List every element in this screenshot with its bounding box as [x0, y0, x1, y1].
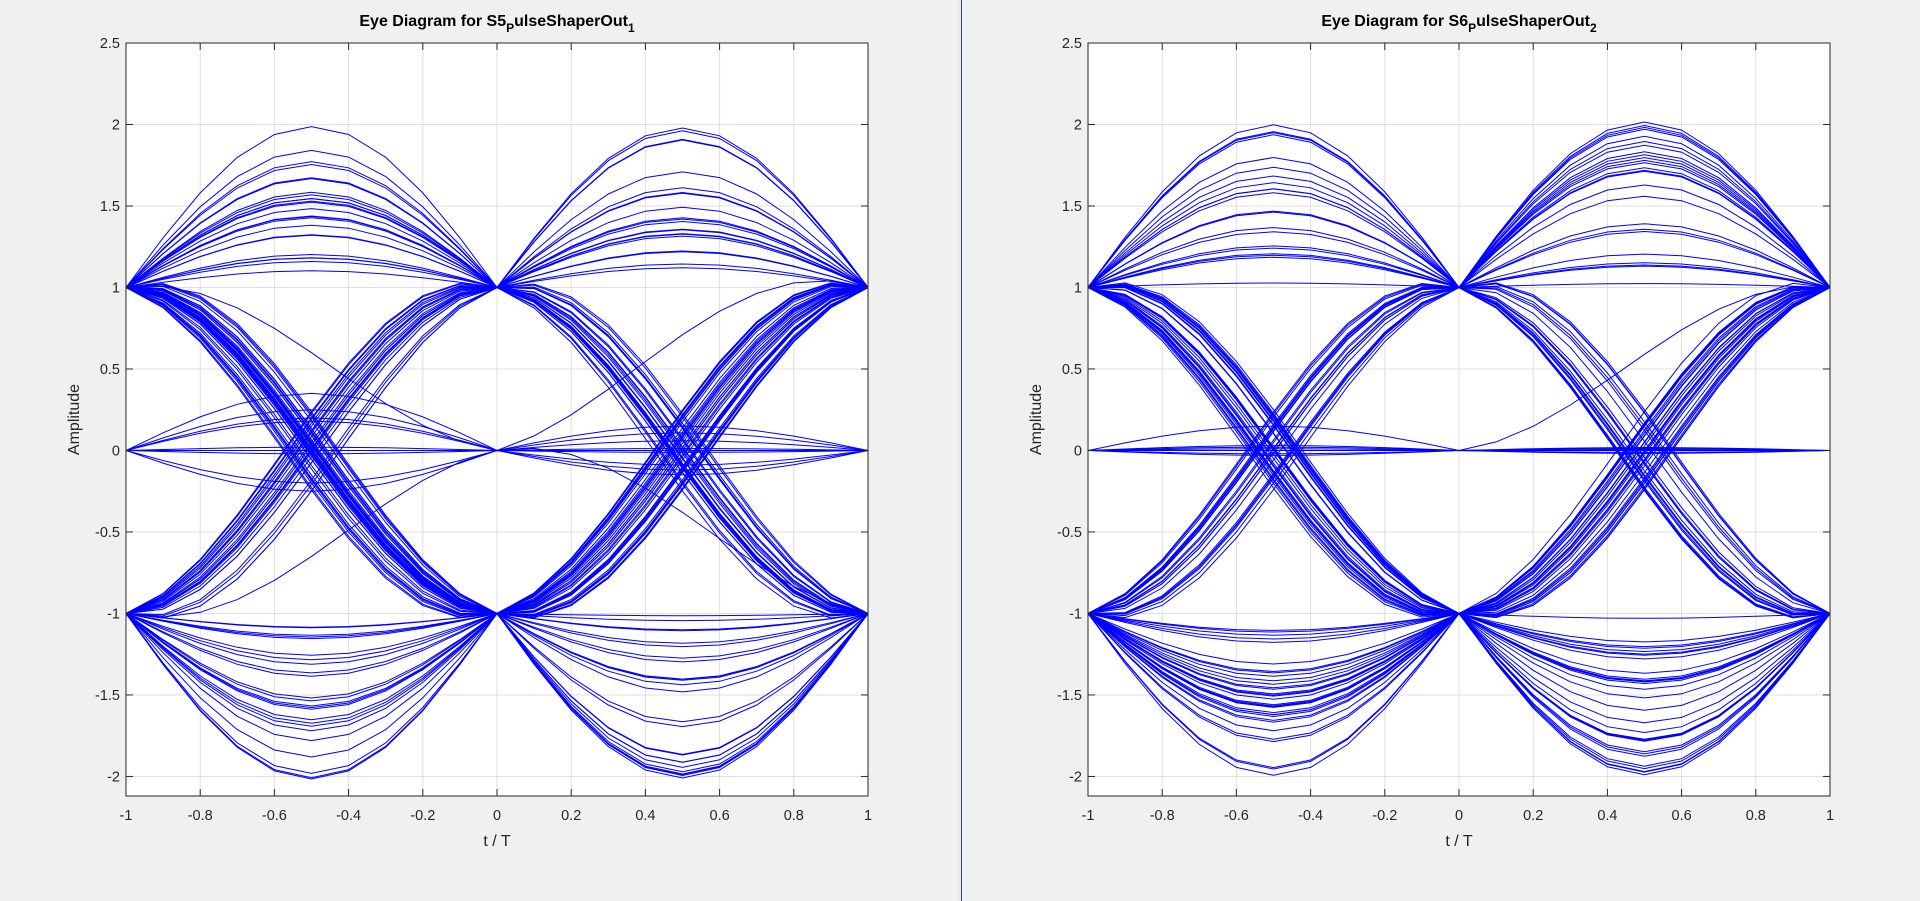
x-tick-label: 0.4 [635, 808, 655, 824]
title-subscript-index: 2 [1590, 21, 1597, 35]
title-subscript-index: 1 [628, 21, 635, 35]
x-axis-label: t / T [1445, 833, 1472, 850]
x-tick-label: 0.8 [1746, 808, 1766, 824]
figure-window-right: -1 -0.8 -0.6 -0.4 -0.2 0 0.2 0.4 0.6 0.8 1 -2 -1.5 -1… [961, 0, 1920, 901]
y-tick-label: -1.5 [95, 688, 120, 704]
y-tick-label: 2.5 [100, 36, 120, 52]
window-divider [958, 0, 961, 901]
x-tick-label: -0.2 [1372, 808, 1397, 824]
y-tick-label: -1 [1069, 606, 1082, 622]
x-tick-label: 1 [864, 808, 872, 824]
y-tick-label: 0.5 [1062, 362, 1082, 378]
y-tick-label: 1 [1074, 280, 1082, 296]
x-axis-label: t / T [483, 833, 510, 850]
x-tick-label: -0.8 [188, 808, 213, 824]
x-tick-label: 0.2 [561, 808, 581, 824]
figure-window-left: -1 -0.8 -0.6 -0.4 -0.2 0 0.2 0.4 0.6 0.8 1 -2 -1.5 -1… [0, 0, 959, 901]
y-tick-label: -0.5 [95, 525, 120, 541]
eye-traces [1088, 121, 1830, 776]
x-tick-label: -0.4 [1298, 808, 1323, 824]
title-mid: ulseShaperOut [1476, 13, 1590, 30]
y-tick-label: 2 [1074, 117, 1082, 133]
x-tick-label: 0.4 [1597, 808, 1617, 824]
x-tick-label: 0 [1455, 808, 1463, 824]
y-tick-label: 2 [112, 117, 120, 133]
y-tick-label: -1.5 [1057, 688, 1082, 704]
chart-title: Eye Diagram for S5PulseShaperOut1 [359, 13, 635, 35]
x-tick-label: 1 [1826, 808, 1834, 824]
title-subscript-letter: P [1468, 21, 1476, 35]
chart-title: Eye Diagram for S6PulseShaperOut2 [1321, 13, 1597, 35]
title-base: Eye Diagram for S5 [359, 13, 506, 30]
title-subscript-letter: P [506, 21, 514, 35]
x-tick-label: -0.6 [1224, 808, 1249, 824]
x-tick-label: 0.6 [1672, 808, 1692, 824]
y-tick-label: 1.5 [100, 199, 120, 215]
eye-trace [1088, 159, 1830, 289]
y-axis-label: Amplitude [1028, 384, 1045, 455]
x-tick-label: -0.4 [336, 808, 361, 824]
title-mid: ulseShaperOut [514, 13, 628, 30]
y-axis-label: Amplitude [66, 384, 83, 455]
y-tick-label: -2 [107, 769, 120, 785]
y-tick-label: -1 [107, 606, 120, 622]
x-tick-label: 0.2 [1523, 808, 1543, 824]
x-tick-label: -0.8 [1150, 808, 1175, 824]
eye-traces [126, 126, 868, 780]
y-tick-label: 1 [112, 280, 120, 296]
y-tick-label: 0.5 [100, 362, 120, 378]
y-tick-label: -0.5 [1057, 525, 1082, 541]
eye-trace [126, 217, 868, 614]
x-tick-label: -1 [120, 808, 133, 824]
x-tick-label: 0.6 [710, 808, 730, 824]
x-tick-label: 0 [493, 808, 501, 824]
x-tick-label: 0.8 [784, 808, 804, 824]
title-base: Eye Diagram for S6 [1321, 13, 1468, 30]
y-tick-label: 2.5 [1062, 36, 1082, 52]
eye-trace [126, 287, 868, 622]
x-tick-label: -1 [1082, 808, 1095, 824]
y-tick-label: 0 [112, 443, 120, 459]
eye-trace [1088, 287, 1830, 615]
y-tick-label: 0 [1074, 443, 1082, 459]
y-tick-label: -2 [1069, 769, 1082, 785]
y-tick-label: 1.5 [1062, 199, 1082, 215]
x-tick-label: -0.6 [262, 808, 287, 824]
eye-diagram-chart-s5: -1 -0.8 -0.6 -0.4 -0.2 0 0.2 0.4 0.6 0.8 1 -2 -1.5 -1… [66, 13, 872, 850]
eye-diagram-chart-s6: -1 -0.8 -0.6 -0.4 -0.2 0 0.2 0.4 0.6 0.8 1 -2 -1.5 -1… [1028, 13, 1834, 850]
x-tick-label: -0.2 [410, 808, 435, 824]
